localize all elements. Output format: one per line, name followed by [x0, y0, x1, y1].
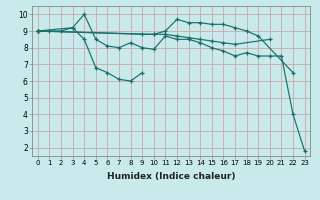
X-axis label: Humidex (Indice chaleur): Humidex (Indice chaleur) [107, 172, 236, 181]
